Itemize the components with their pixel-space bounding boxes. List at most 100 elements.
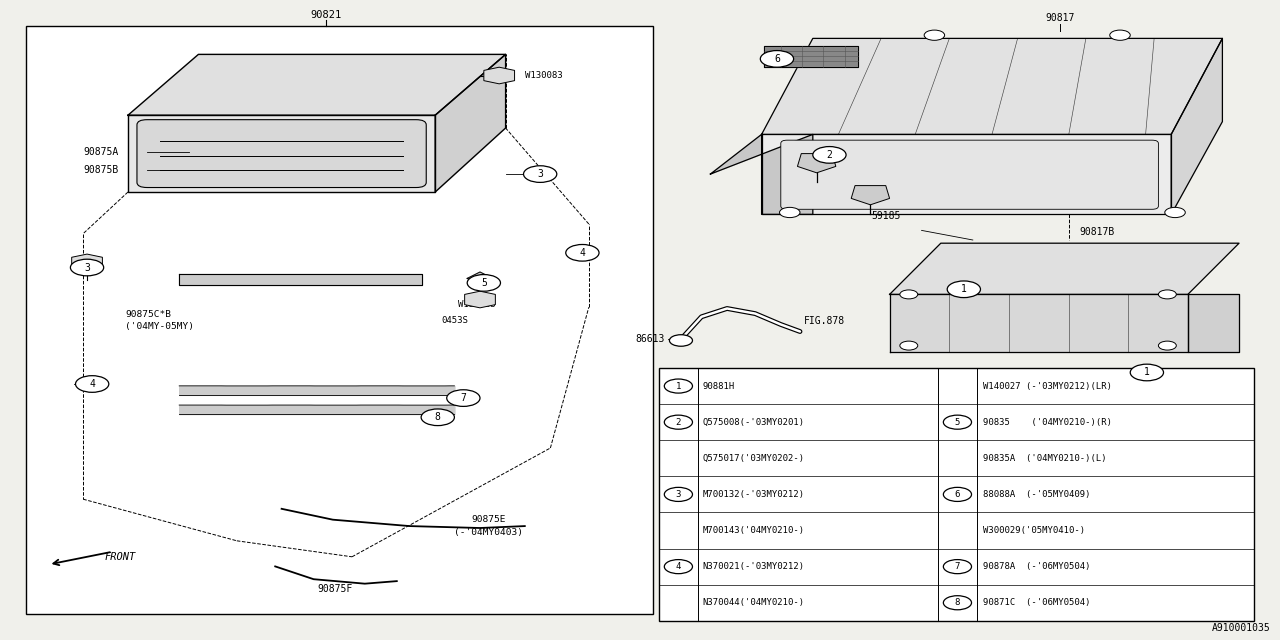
Text: 59185: 59185 [872,211,900,221]
Circle shape [570,246,595,259]
Text: 3: 3 [84,262,90,273]
Text: 6: 6 [774,54,780,64]
Text: FRONT: FRONT [105,552,136,562]
Text: 90817: 90817 [1046,13,1074,23]
Text: 8: 8 [435,412,440,422]
Circle shape [943,488,972,502]
Text: 0453S: 0453S [442,316,468,324]
Text: 90817B: 90817B [1079,227,1115,237]
Polygon shape [465,291,495,308]
Circle shape [760,51,794,67]
Polygon shape [851,186,890,205]
Text: N370044('04MY0210-): N370044('04MY0210-) [703,598,805,607]
Text: Q575017('03MY0202-): Q575017('03MY0202-) [703,454,805,463]
Circle shape [1158,290,1176,299]
Text: 5: 5 [955,418,960,427]
Text: 90871C  (-'06MY0504): 90871C (-'06MY0504) [983,598,1091,607]
Text: 90835A  ('04MY0210-)(L): 90835A ('04MY0210-)(L) [983,454,1107,463]
Circle shape [664,379,692,393]
Text: 4: 4 [676,562,681,571]
Circle shape [943,415,972,429]
Polygon shape [797,154,836,173]
Text: ('04MY-05MY): ('04MY-05MY) [125,322,195,331]
Polygon shape [890,243,1239,294]
Text: 90875A: 90875A [83,147,119,157]
Text: W130083: W130083 [525,71,562,80]
Circle shape [900,341,918,350]
Bar [26,26,653,614]
Circle shape [664,415,692,429]
Text: W130083: W130083 [458,300,495,308]
Circle shape [70,259,104,276]
Text: W300029('05MY0410-): W300029('05MY0410-) [983,526,1085,535]
Circle shape [664,559,692,573]
Text: 90821: 90821 [311,10,342,20]
Text: 8: 8 [955,598,960,607]
Circle shape [1110,30,1130,40]
Polygon shape [1171,38,1222,214]
Circle shape [924,30,945,40]
Polygon shape [467,272,493,285]
Text: 7: 7 [955,562,960,571]
Text: 1: 1 [1144,367,1149,378]
Text: 7: 7 [461,393,466,403]
Polygon shape [435,54,506,192]
Text: 90875E: 90875E [471,515,506,524]
Polygon shape [764,46,858,67]
Text: 6: 6 [955,490,960,499]
Text: 4: 4 [90,379,95,389]
FancyBboxPatch shape [781,140,1158,209]
Circle shape [943,596,972,610]
Bar [659,368,1254,621]
Circle shape [76,376,109,392]
Circle shape [943,559,972,573]
Circle shape [813,147,846,163]
Polygon shape [72,254,102,271]
Circle shape [467,275,500,291]
Text: 90875C*B: 90875C*B [125,310,172,319]
Text: 1: 1 [676,381,681,390]
Text: 2: 2 [827,150,832,160]
Text: 88088A  (-'05MY0409): 88088A (-'05MY0409) [983,490,1091,499]
Circle shape [947,281,980,298]
Text: 90875B: 90875B [83,164,119,175]
Circle shape [1130,364,1164,381]
Circle shape [664,488,692,502]
Text: (-'04MY0403): (-'04MY0403) [454,528,524,537]
Text: 90835    ('04MY0210-)(R): 90835 ('04MY0210-)(R) [983,418,1112,427]
Circle shape [780,207,800,218]
Circle shape [447,390,480,406]
Polygon shape [890,294,1188,352]
Circle shape [524,166,557,182]
Text: 4: 4 [580,248,585,258]
Text: 90878A  (-'06MY0504): 90878A (-'06MY0504) [983,562,1091,571]
Polygon shape [484,67,515,84]
Text: 3: 3 [676,490,681,499]
Polygon shape [762,38,1222,134]
Text: 3: 3 [538,169,543,179]
Circle shape [77,376,108,392]
Text: 90881H: 90881H [703,381,735,390]
Circle shape [1158,341,1176,350]
Text: 86613: 86613 [635,334,664,344]
Text: M700143('04MY0210-): M700143('04MY0210-) [703,526,805,535]
FancyBboxPatch shape [137,120,426,188]
Text: 90875F: 90875F [317,584,353,594]
Polygon shape [128,115,435,192]
Polygon shape [710,134,813,214]
Text: M700132(-'03MY0212): M700132(-'03MY0212) [703,490,805,499]
Circle shape [669,335,692,346]
Text: 2: 2 [676,418,681,427]
Polygon shape [762,134,1171,214]
Text: 5: 5 [481,278,486,288]
Text: 1: 1 [961,284,966,294]
Circle shape [566,244,599,261]
Circle shape [421,409,454,426]
Polygon shape [1188,294,1239,352]
Circle shape [1165,207,1185,218]
Text: FIG.878: FIG.878 [804,316,845,326]
Text: Q575008(-'03MY0201): Q575008(-'03MY0201) [703,418,805,427]
Polygon shape [179,274,422,285]
Polygon shape [128,54,506,115]
Text: W140027 (-'03MY0212)(LR): W140027 (-'03MY0212)(LR) [983,381,1112,390]
